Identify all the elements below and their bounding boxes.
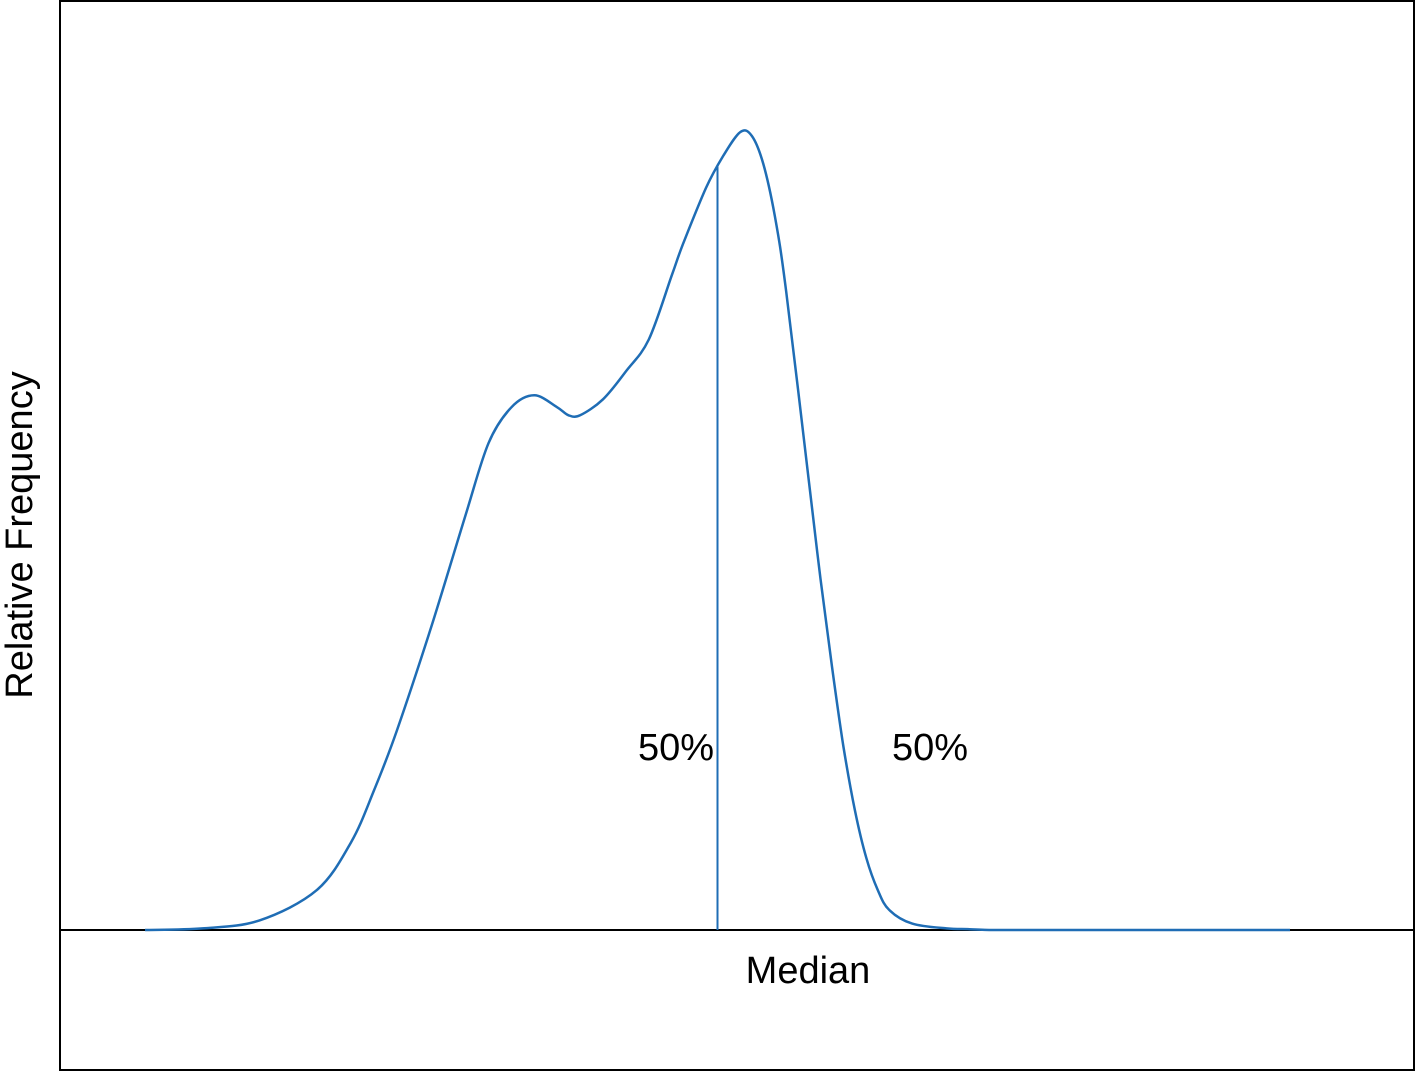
annotation-right: 50%: [892, 727, 968, 769]
plot-frame: [59, 0, 1415, 1071]
x-axis-label: Median: [746, 950, 871, 992]
chart-marks: [144, 129, 1290, 932]
y-axis-label: Relative Frequency: [0, 371, 41, 698]
annotation-left: 50%: [638, 727, 714, 769]
distribution-curve: [144, 129, 1290, 932]
